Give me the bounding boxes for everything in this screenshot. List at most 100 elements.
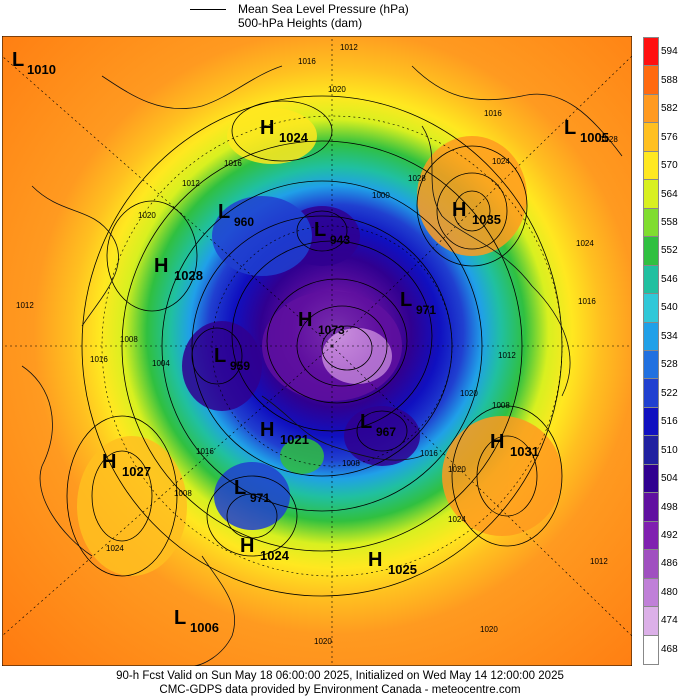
- contour-label: 1012: [16, 301, 34, 310]
- low-pressure-marker: L 943: [314, 219, 350, 247]
- contour-label: 1028: [408, 174, 426, 183]
- contour-label: 1024: [448, 515, 466, 524]
- svg-text:1024: 1024: [279, 130, 309, 145]
- contour-label: 1016: [196, 447, 214, 456]
- colorbar-tick-label: 552: [661, 245, 678, 257]
- contour-label: 1024: [106, 544, 124, 553]
- high-pressure-marker: H 1035: [452, 199, 501, 227]
- svg-text:H: H: [260, 117, 274, 139]
- contour-label: 1016: [224, 159, 242, 168]
- contour-label: 1008: [492, 401, 510, 410]
- svg-text:H: H: [240, 535, 254, 557]
- legend-label-heights: 500-hPa Heights (dam): [238, 16, 363, 30]
- contour-label: 1012: [182, 179, 200, 188]
- svg-text:1005: 1005: [580, 130, 609, 145]
- svg-text:H: H: [368, 549, 382, 571]
- contour-label: 1020: [480, 625, 498, 634]
- colorbar-tick-label: 480: [661, 586, 678, 598]
- low-pressure-marker: L 960: [218, 201, 254, 229]
- contour-label: 1008: [174, 489, 192, 498]
- colorbar-tick-label: 468: [661, 643, 678, 655]
- contour-label: 1008: [120, 335, 138, 344]
- colorbar-tick-label: 576: [661, 131, 678, 143]
- low-pressure-marker: L 1010: [12, 49, 56, 77]
- high-pressure-marker: H 1031: [490, 431, 539, 459]
- weather-map: 1012 1016 1020 1016 1012 1024 1028 1016 …: [2, 36, 632, 666]
- colorbar-tick-label: 570: [661, 160, 678, 172]
- svg-text:L: L: [564, 117, 576, 139]
- colorbar-swatch: [643, 93, 659, 125]
- contour-label: 1024: [492, 157, 510, 166]
- colorbar-tick-label: 486: [661, 558, 678, 570]
- svg-text:1031: 1031: [510, 444, 539, 459]
- contour-label: 1016: [90, 355, 108, 364]
- colorbar-swatch: [643, 179, 659, 210]
- svg-text:971: 971: [250, 491, 270, 505]
- high-pressure-marker: H 1024: [260, 117, 309, 145]
- low-pressure-marker: L 967: [360, 411, 396, 439]
- contour-label: 1024: [576, 239, 594, 248]
- high-pressure-marker: H 1073: [298, 309, 345, 337]
- svg-text:1035: 1035: [472, 212, 501, 227]
- legend-item-heights: 500-hPa Heights (dam): [190, 16, 362, 30]
- contour-labels: 1012 1016 1020 1016 1012 1024 1028 1016 …: [16, 43, 618, 646]
- colorbar-swatch: [643, 236, 659, 267]
- colorbar-tick-label: 582: [661, 103, 678, 115]
- svg-text:943: 943: [330, 233, 350, 247]
- colorbar-swatch: [643, 378, 659, 409]
- colorbar-swatch: [643, 36, 659, 68]
- high-pressure-marker: H 1021: [260, 419, 309, 447]
- high-pressure-marker: H 1028: [154, 255, 203, 283]
- contour-label: 1012: [340, 43, 358, 52]
- colorbar: 594 588 582 576 570 564 558 552 546 540 534 528 522 5…: [643, 36, 680, 666]
- svg-text:L: L: [12, 49, 24, 71]
- contour-label: 1016: [484, 109, 502, 118]
- colorbar-swatch: [643, 321, 659, 353]
- svg-text:H: H: [452, 199, 466, 221]
- contour-label: 1028: [600, 135, 618, 144]
- contour-label: 1012: [590, 557, 608, 566]
- colorbar-swatch: [643, 549, 659, 580]
- graticule: [2, 36, 632, 666]
- colorbar-swatch: [643, 634, 659, 666]
- colorbar-swatch: [643, 435, 659, 466]
- colorbar-tick-label: 534: [661, 330, 678, 342]
- colorbar-tick-label: 558: [661, 216, 678, 228]
- colorbar-swatch: [643, 606, 659, 637]
- colorbar-swatch: [643, 293, 659, 324]
- svg-text:1028: 1028: [174, 268, 203, 283]
- legend-label-mslp: Mean Sea Level Pressure (hPa): [238, 2, 409, 16]
- svg-text:L: L: [360, 411, 372, 433]
- low-pressure-marker: L 971: [234, 477, 270, 505]
- colorbar-swatch: [643, 349, 659, 381]
- svg-text:960: 960: [234, 215, 254, 229]
- contour-label: 1020: [448, 465, 466, 474]
- svg-text:1006: 1006: [190, 620, 219, 635]
- colorbar-swatch: [643, 122, 659, 153]
- contour-label: 1016: [578, 297, 596, 306]
- colorbar-tick-label: 522: [661, 387, 678, 399]
- legend-item-mslp: Mean Sea Level Pressure (hPa): [190, 2, 409, 16]
- colorbar-swatch: [643, 520, 659, 552]
- colorbar-tick-label: 588: [661, 74, 678, 86]
- colorbar-swatch: [643, 406, 659, 438]
- colorbar-tick-label: 540: [661, 302, 678, 314]
- high-pressure-marker: H 1024: [240, 535, 290, 563]
- svg-text:L: L: [314, 219, 326, 241]
- contour-label: 1000: [372, 191, 390, 200]
- colorbar-swatch: [643, 150, 659, 182]
- colorbar-tick-label: 516: [661, 416, 678, 428]
- low-pressure-marker: L 959: [214, 345, 250, 373]
- line-style-swatch: [190, 8, 226, 10]
- svg-text:L: L: [214, 345, 226, 367]
- contour-label: 1020: [328, 85, 346, 94]
- svg-text:H: H: [260, 419, 274, 441]
- contour-label: 1016: [420, 449, 438, 458]
- high-pressure-marker: H 1027: [102, 451, 151, 479]
- colorbar-tick-label: 594: [661, 46, 678, 58]
- colorbar-tick-label: 492: [661, 529, 678, 541]
- colorbar-tick-label: 564: [661, 188, 678, 200]
- contour-label: 1016: [298, 57, 316, 66]
- svg-text:971: 971: [416, 303, 436, 317]
- colorbar-tick-label: 498: [661, 501, 678, 513]
